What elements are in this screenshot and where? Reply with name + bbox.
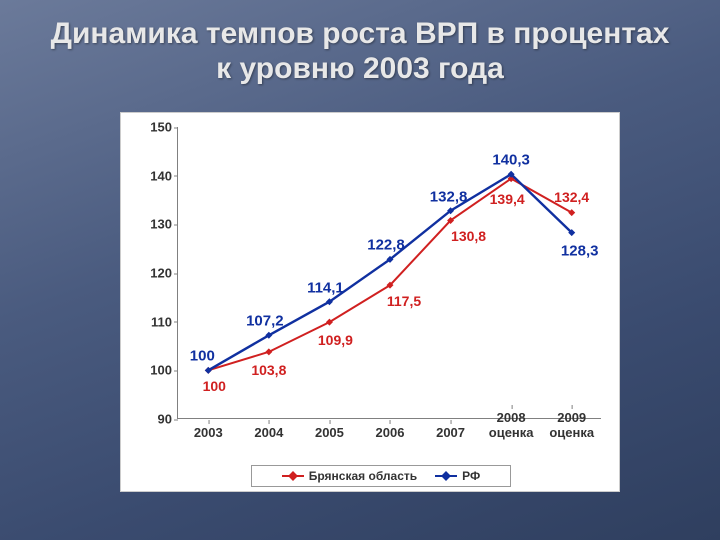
slide-title: Динамика темпов роста ВРП в процентах к …	[40, 16, 680, 87]
legend-label: РФ	[462, 469, 480, 483]
data-label: 103,8	[251, 362, 286, 378]
x-tick-label: 2008 оценка	[489, 411, 534, 440]
data-label: 128,3	[561, 242, 599, 259]
y-tick-label: 100	[142, 363, 172, 378]
y-tick-label: 150	[142, 120, 172, 135]
x-tick-label: 2007	[436, 426, 465, 440]
data-label: 139,4	[490, 191, 525, 207]
data-label: 100	[203, 378, 226, 394]
data-label: 100	[190, 348, 215, 365]
legend-swatch	[282, 475, 304, 477]
x-tick-label: 2006	[376, 426, 405, 440]
x-tick-label: 2003	[194, 426, 223, 440]
chart-card: 90 100 110 120 130 140 150 2003 2004 2005 2006 2007…	[120, 112, 620, 492]
legend-swatch	[435, 475, 457, 477]
data-label: 107,2	[246, 313, 284, 330]
chart-plot-area: 9010011012013014015020032004200520062007…	[177, 127, 601, 419]
y-tick-label: 90	[142, 412, 172, 427]
data-label: 114,1	[307, 279, 344, 296]
y-tick-label: 110	[142, 314, 172, 329]
data-label: 130,8	[451, 228, 486, 244]
series-line	[208, 179, 571, 371]
x-tick-label: 2009 оценка	[549, 411, 594, 440]
x-tick-label: 2005	[315, 426, 344, 440]
slide: Динамика темпов роста ВРП в процентах к …	[0, 0, 720, 540]
chart-lines-svg	[178, 127, 602, 419]
y-tick-label: 120	[142, 266, 172, 281]
data-label: 109,9	[318, 332, 353, 348]
data-label: 122,8	[367, 237, 405, 254]
legend-label: Брянская область	[309, 469, 417, 483]
legend-item: РФ	[435, 469, 480, 483]
chart-legend: Брянская область РФ	[251, 465, 511, 487]
legend-item: Брянская область	[282, 469, 417, 483]
data-label: 140,3	[492, 152, 530, 169]
data-label: 132,8	[430, 188, 468, 205]
data-label: 117,5	[387, 293, 421, 309]
y-tick-label: 130	[142, 217, 172, 232]
data-label: 132,4	[554, 189, 589, 205]
y-tick-label: 140	[142, 168, 172, 183]
series-marker	[265, 348, 272, 355]
x-tick-label: 2004	[254, 426, 283, 440]
